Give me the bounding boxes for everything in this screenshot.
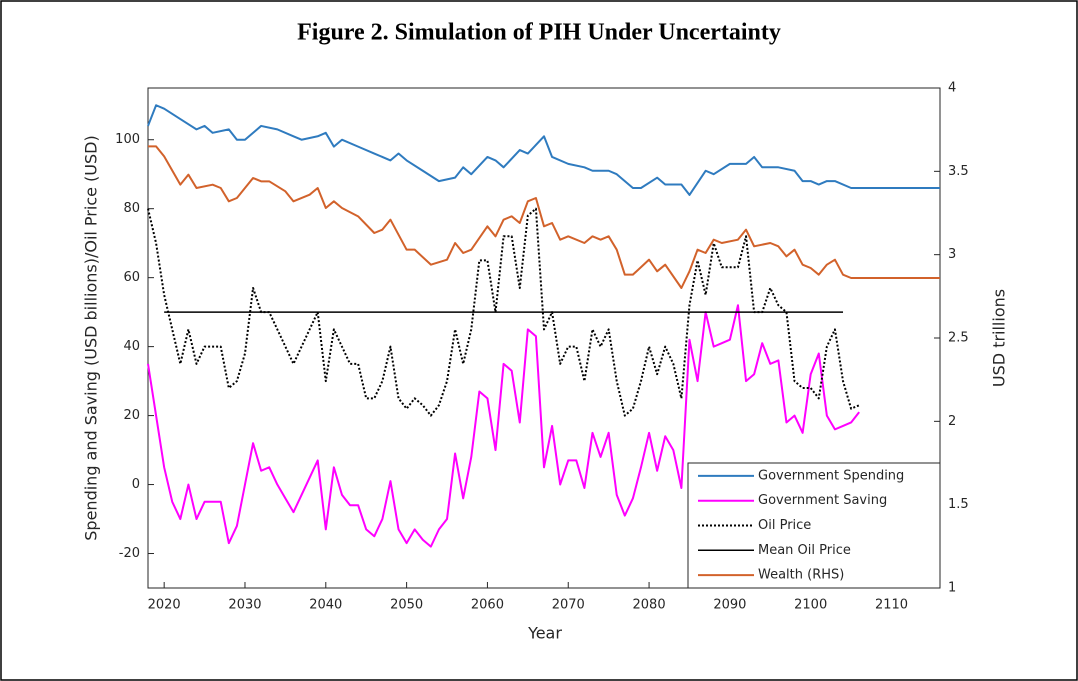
- y2-tick-label: 2.5: [948, 331, 969, 346]
- y-tick-label: -20: [119, 546, 140, 561]
- x-tick-label: 2080: [633, 598, 666, 613]
- x-tick-label: 2020: [148, 598, 181, 613]
- series-line: [148, 145, 940, 289]
- y2-axis-title: USD trillions: [990, 289, 1009, 387]
- y-tick-label: 80: [123, 201, 140, 216]
- y-tick-label: 40: [123, 339, 140, 354]
- y-tick-label: 20: [123, 408, 140, 423]
- y2-tick-label: 1: [948, 581, 956, 596]
- y-tick-label: 100: [115, 132, 140, 147]
- series-line: [147, 304, 860, 548]
- x-tick-label: 2110: [875, 598, 908, 613]
- x-axis-title: Year: [527, 624, 562, 643]
- y2-tick-label: 3: [948, 247, 956, 262]
- y-tick-label: 0: [132, 477, 140, 492]
- x-tick-label: 2070: [552, 598, 585, 613]
- y2-tick-label: 1.5: [948, 497, 969, 512]
- x-tick-label: 2090: [713, 598, 746, 613]
- x-tick-label: 2050: [390, 598, 423, 613]
- legend-label: Mean Oil Price: [758, 543, 851, 558]
- legend-label: Oil Price: [758, 518, 811, 533]
- x-tick-label: 2060: [471, 598, 504, 613]
- y-tick-label: 60: [123, 270, 140, 285]
- y2-tick-label: 3.5: [948, 164, 969, 179]
- legend-label: Wealth (RHS): [758, 568, 844, 583]
- chart-title: Figure 2. Simulation of PIH Under Uncert…: [297, 20, 781, 46]
- y2-tick-label: 4: [948, 81, 956, 96]
- x-tick-label: 2100: [794, 598, 827, 613]
- y-axis-title: Spending and Saving (USD billions)/Oil P…: [82, 135, 101, 540]
- legend-label: Government Saving: [758, 493, 887, 508]
- y2-tick-label: 2: [948, 414, 956, 429]
- series-line: [147, 104, 940, 196]
- x-tick-label: 2040: [309, 598, 342, 613]
- series-line: [147, 207, 860, 417]
- legend-label: Government Spending: [758, 468, 904, 483]
- x-tick-label: 2030: [228, 598, 261, 613]
